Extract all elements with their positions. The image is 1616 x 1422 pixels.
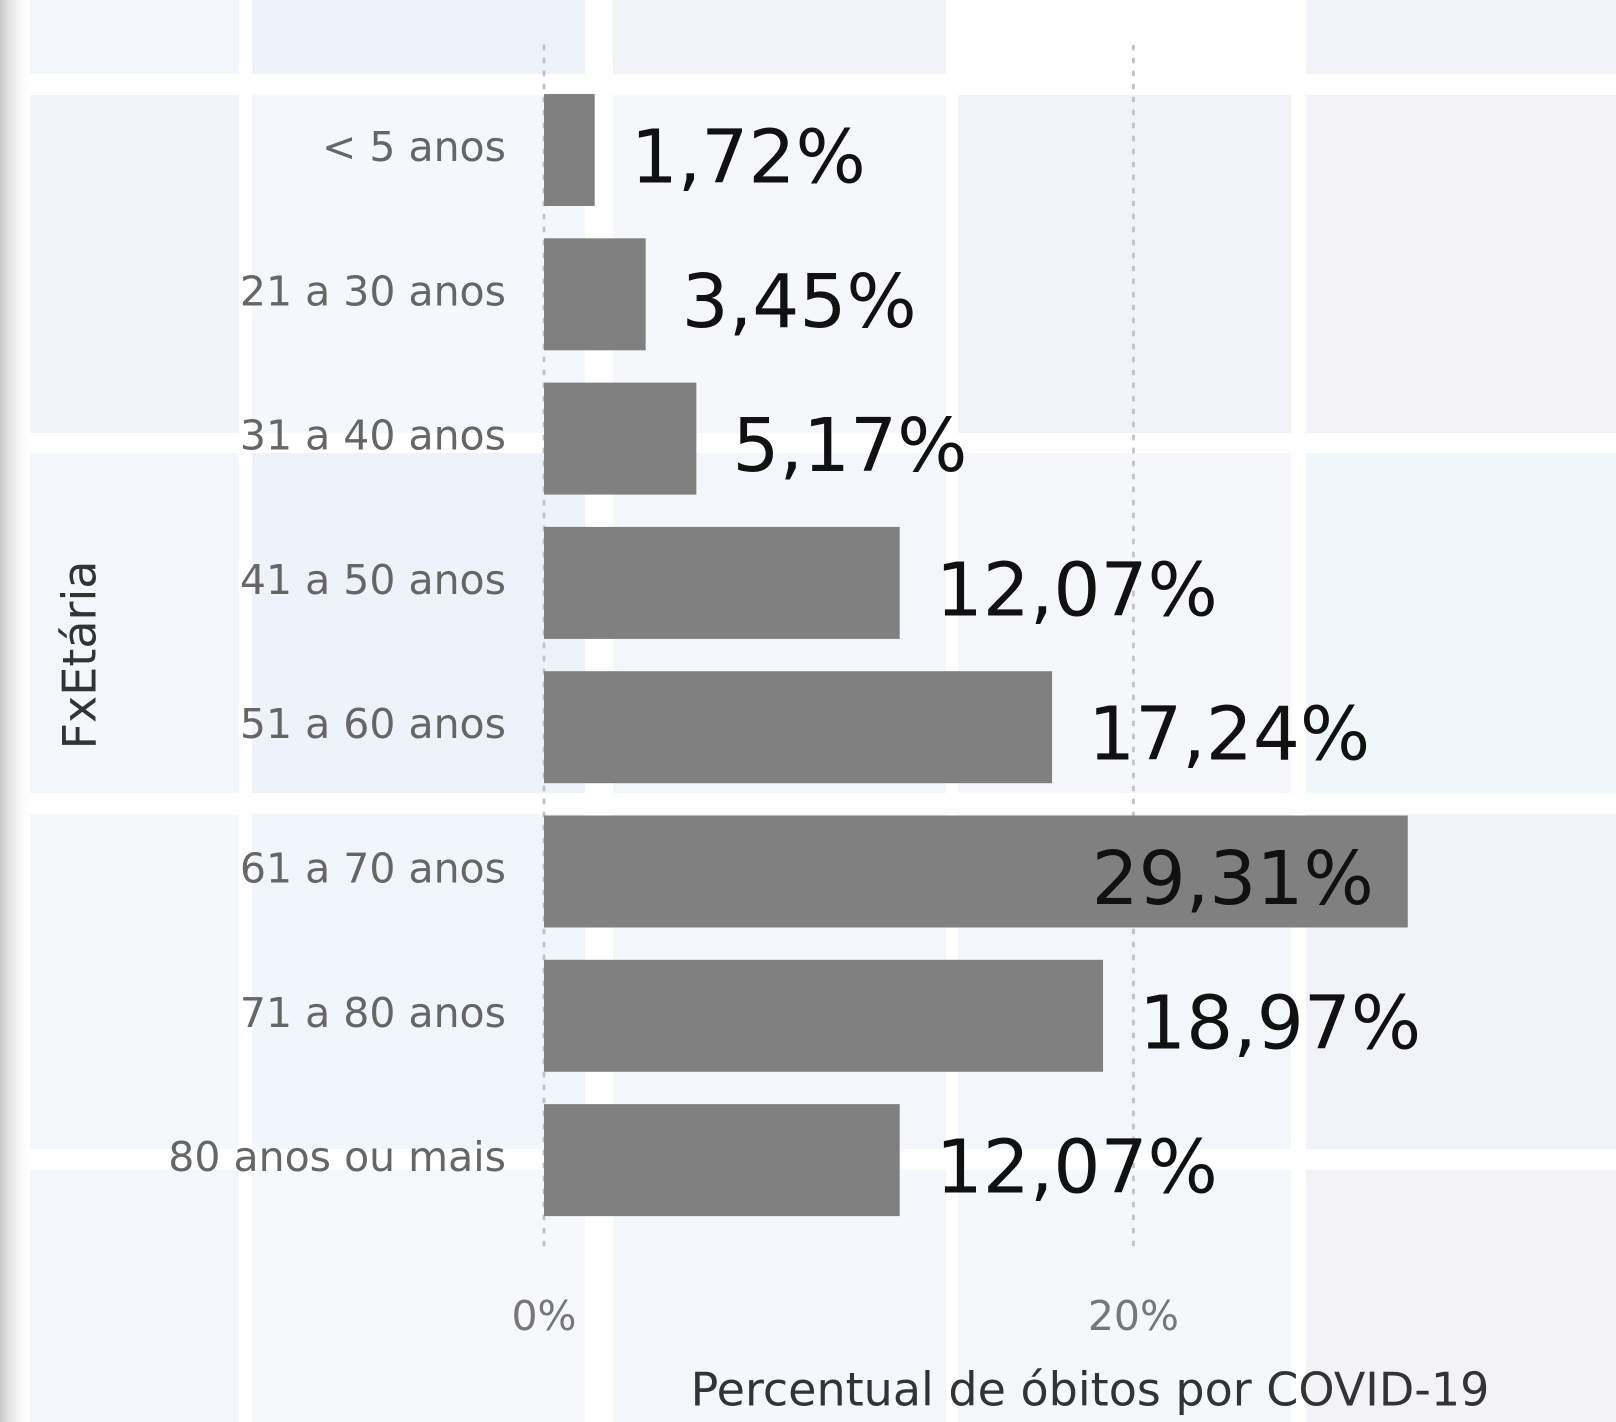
bar bbox=[544, 815, 1408, 928]
y-tick-label: 80 anos ou mais bbox=[168, 1133, 506, 1181]
data-label: 12,07% bbox=[936, 547, 1218, 633]
bar bbox=[544, 1104, 900, 1217]
x-tick-label: 20% bbox=[1088, 1292, 1179, 1340]
data-label: 12,07% bbox=[936, 1125, 1218, 1211]
data-label: 5,17% bbox=[732, 403, 967, 489]
data-label: 1,72% bbox=[631, 115, 866, 201]
data-label: 29,31% bbox=[1092, 836, 1374, 922]
bar bbox=[544, 238, 646, 351]
bar bbox=[544, 526, 900, 639]
x-tick-label: 0% bbox=[511, 1292, 576, 1340]
y-tick-label: < 5 anos bbox=[322, 123, 506, 171]
bar bbox=[544, 671, 1053, 784]
bar bbox=[544, 959, 1104, 1072]
data-label: 17,24% bbox=[1088, 692, 1370, 778]
data-label: 18,97% bbox=[1139, 980, 1421, 1066]
y-tick-label: 71 a 80 anos bbox=[240, 989, 506, 1037]
y-tick-label: 41 a 50 anos bbox=[240, 556, 506, 604]
bar bbox=[544, 94, 595, 206]
y-tick-label: 51 a 60 anos bbox=[240, 700, 506, 748]
y-tick-label: 21 a 30 anos bbox=[240, 267, 506, 315]
bar bbox=[544, 382, 697, 495]
data-label: 3,45% bbox=[682, 259, 917, 345]
y-tick-label: 61 a 70 anos bbox=[240, 845, 506, 893]
y-tick-label: 31 a 40 anos bbox=[240, 412, 506, 460]
y-axis-title: FxEtária bbox=[53, 561, 107, 750]
x-axis-title: Percentual de óbitos por COVID-19 bbox=[691, 1363, 1490, 1417]
